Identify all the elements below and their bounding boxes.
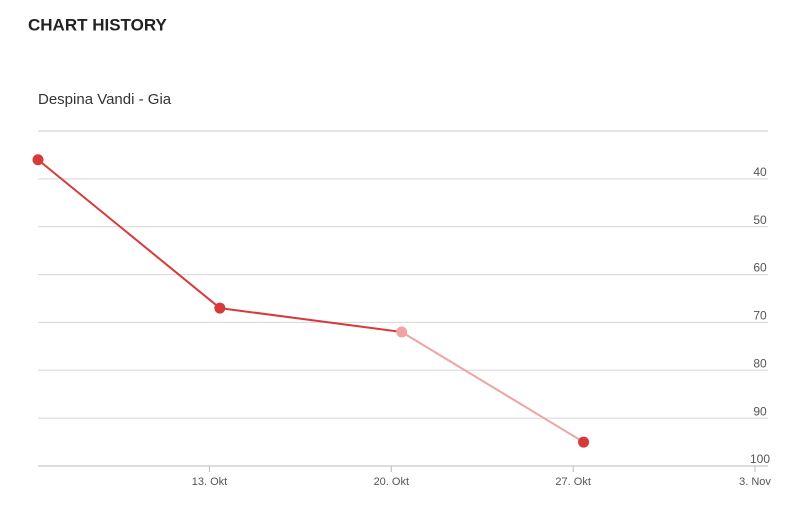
point (396, 326, 408, 338)
y-tick-label: 90 (753, 404, 767, 418)
chart-subtitle: Despina Vandi - Gia (38, 91, 172, 108)
line-segment (401, 331, 585, 443)
section-title: CHART HISTORY (28, 15, 168, 34)
x-tick-label: 13. Okt (192, 476, 227, 488)
point (214, 302, 226, 314)
x-tick-label: 20. Okt (374, 476, 409, 488)
point (578, 436, 590, 448)
x-tick-label: 3. Nov (739, 476, 771, 488)
line-segment (37, 158, 221, 309)
y-tick-label: 50 (753, 213, 767, 227)
y-tick-label: 60 (753, 261, 767, 275)
point (32, 154, 44, 166)
line-segment (219, 307, 402, 333)
y-tick-label: 40 (753, 165, 767, 179)
y-tick-label: 70 (753, 309, 767, 323)
y-tick-label: 100 (750, 452, 770, 466)
y-tick-label: 80 (753, 356, 767, 370)
x-tick-label: 27. Okt (555, 476, 590, 488)
